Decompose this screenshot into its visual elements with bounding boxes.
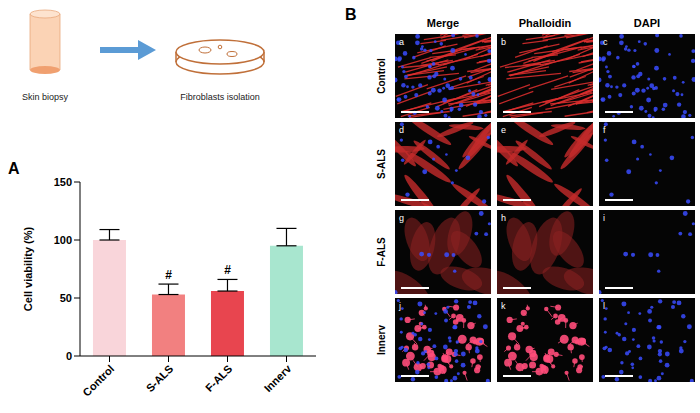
svg-text:0: 0 bbox=[66, 350, 72, 362]
svg-text:50: 50 bbox=[60, 292, 72, 304]
svg-text:Merge: Merge bbox=[427, 17, 459, 29]
svg-text:F-ALS: F-ALS bbox=[203, 362, 234, 393]
svg-text:b: b bbox=[501, 37, 506, 47]
svg-text:Control: Control bbox=[80, 362, 116, 398]
svg-text:#: # bbox=[165, 268, 172, 282]
html-text:A: A bbox=[8, 160, 20, 177]
svg-text:#: # bbox=[224, 263, 231, 277]
svg-text:a: a bbox=[399, 37, 404, 47]
svg-text:h: h bbox=[501, 213, 506, 223]
svg-text:j: j bbox=[398, 301, 401, 311]
svg-text:Innerv: Innerv bbox=[376, 325, 387, 355]
svg-text:150: 150 bbox=[54, 176, 72, 188]
svg-text:g: g bbox=[399, 213, 404, 223]
svg-text:Phalloidin: Phalloidin bbox=[519, 17, 572, 29]
svg-text:e: e bbox=[501, 125, 506, 135]
svg-text:Cell viability (%): Cell viability (%) bbox=[22, 226, 34, 311]
svg-text:DAPI: DAPI bbox=[634, 17, 660, 29]
svg-text:Innerv: Innerv bbox=[262, 362, 294, 394]
svg-text:k: k bbox=[501, 301, 506, 311]
svg-text:i: i bbox=[603, 213, 605, 223]
svg-text:B: B bbox=[345, 6, 357, 23]
svg-text:c: c bbox=[603, 37, 608, 47]
svg-text:l: l bbox=[603, 301, 605, 311]
svg-text:100: 100 bbox=[54, 234, 72, 246]
svg-text:S-ALS: S-ALS bbox=[144, 362, 176, 394]
svg-text:d: d bbox=[399, 125, 404, 135]
svg-text:S-ALS: S-ALS bbox=[376, 149, 387, 179]
svg-text:f: f bbox=[603, 125, 606, 135]
svg-text:Fibroblasts isolation: Fibroblasts isolation bbox=[180, 92, 260, 102]
svg-text:Control: Control bbox=[376, 58, 387, 94]
svg-text:F-ALS: F-ALS bbox=[376, 237, 387, 267]
svg-text:Skin biopsy: Skin biopsy bbox=[22, 92, 69, 102]
